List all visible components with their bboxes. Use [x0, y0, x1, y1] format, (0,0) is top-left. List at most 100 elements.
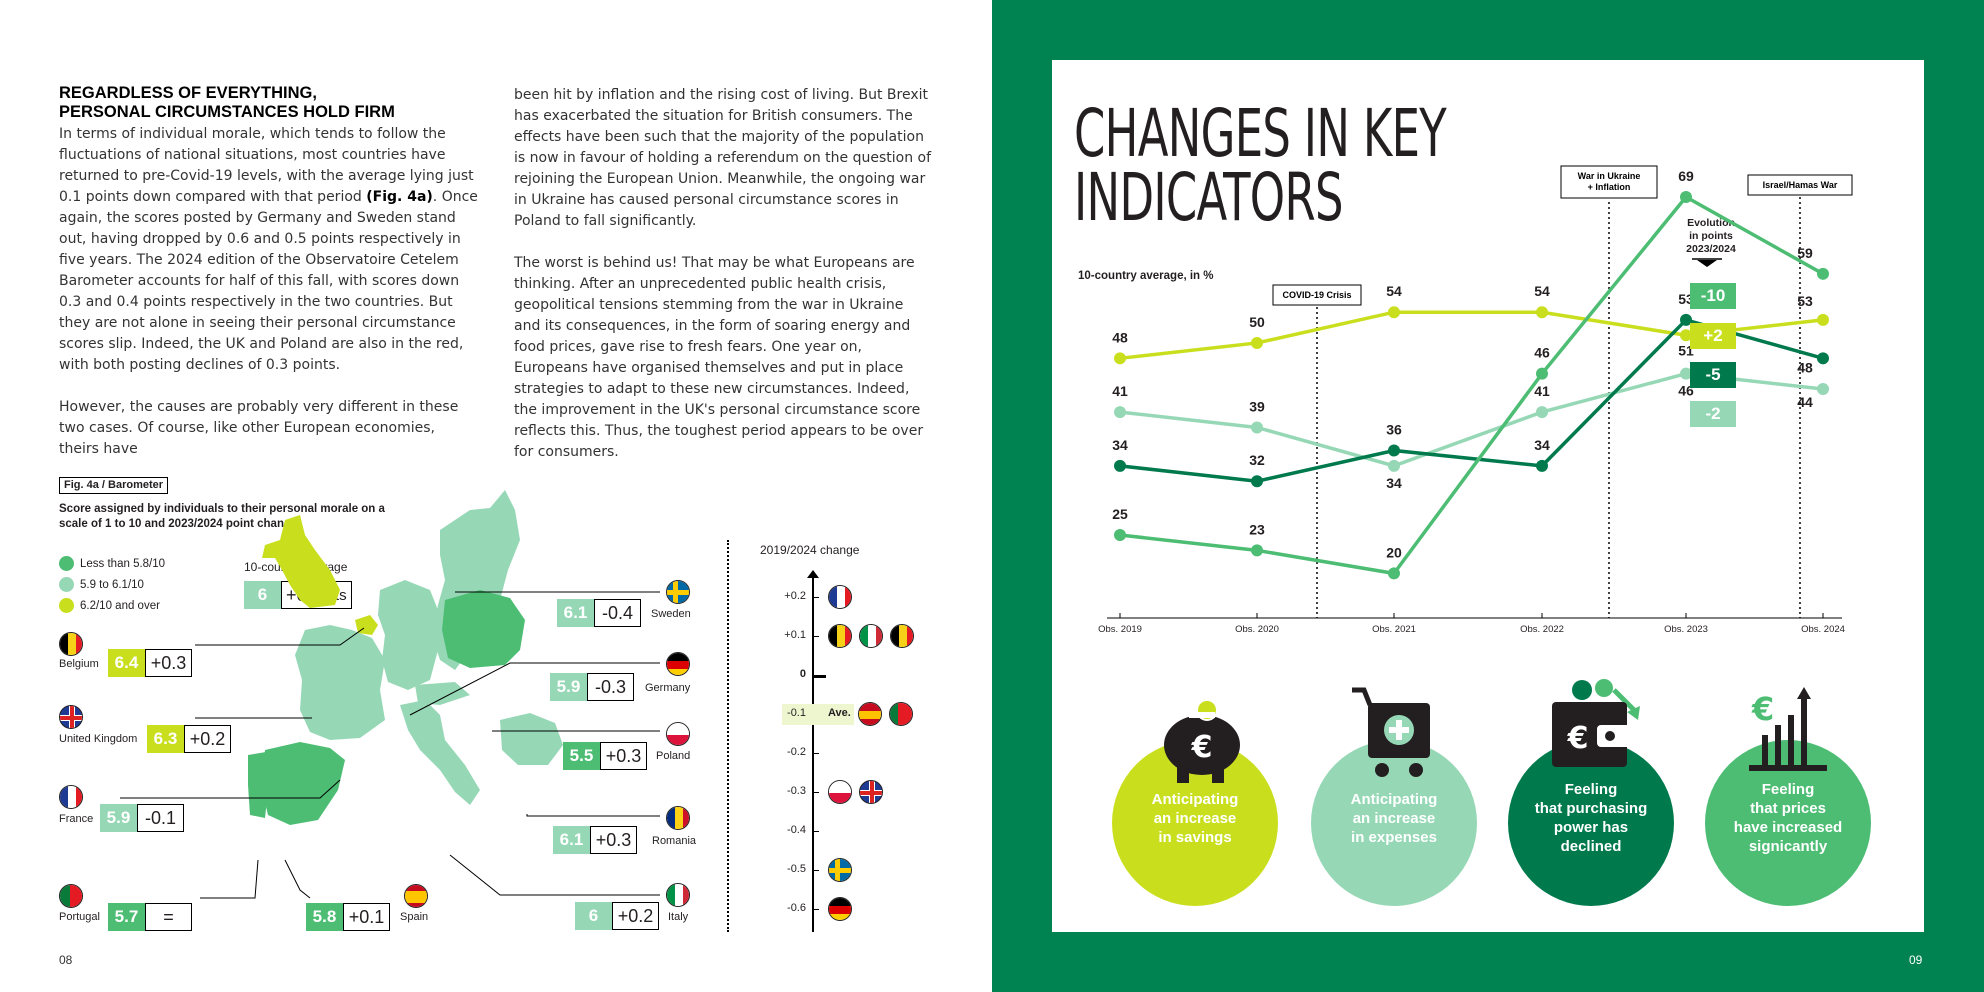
flag-be-icon: [828, 624, 852, 648]
data-label: 20: [1386, 544, 1402, 560]
flag-romania-icon: [666, 806, 690, 830]
label-poland: Poland: [656, 750, 691, 762]
paragraph-3: been hit by inflation and the rising cos…: [514, 87, 932, 229]
data-point: [1114, 406, 1126, 419]
data-point: [1817, 313, 1829, 326]
scale-tick: [812, 831, 819, 832]
flag-spain-icon: [404, 884, 428, 908]
data-label: 23: [1249, 521, 1265, 537]
data-point: [1680, 191, 1692, 203]
scale-average-marker: [782, 704, 854, 725]
scale-tick: [812, 753, 819, 754]
data-point: [1251, 336, 1263, 349]
leader-portugal: [200, 859, 259, 899]
score-spain-value: 5.8: [306, 903, 343, 931]
data-label: 34: [1112, 437, 1128, 453]
indicator-circle-line: have increased: [1733, 819, 1843, 836]
paragraph-2: However, the causes are probably very di…: [59, 399, 459, 457]
indicator-circle-line: Feeling: [1761, 781, 1815, 798]
flag-de-icon: [828, 897, 852, 921]
map-germany: [378, 580, 440, 690]
scale-tick-label: -0.1: [787, 707, 806, 719]
svg-text:€: €: [1567, 721, 1589, 756]
legend-high-label: 6.2/10 and over: [80, 599, 160, 612]
data-point: [1817, 267, 1829, 280]
flag-se-icon: [828, 858, 852, 882]
page-number-right: 09: [1909, 953, 1923, 967]
x-tick-label: Obs. 2022: [1520, 624, 1564, 635]
data-label: 69: [1678, 168, 1694, 184]
indicator-circle-line: declined: [1560, 838, 1622, 855]
data-point: [1114, 459, 1126, 472]
scale-tick: [812, 792, 819, 793]
indicator-circle-line: in expenses: [1351, 828, 1437, 846]
flag-es-icon: [858, 702, 882, 726]
scale-title: 2019/2024 change: [760, 543, 860, 557]
label-spain: Spain: [400, 911, 429, 923]
map-poland: [442, 590, 525, 668]
score-uk: 6.3 +0.2: [147, 725, 231, 753]
legend-mid: 5.9 to 6.1/10: [59, 577, 144, 592]
indicator-circle-line: Anticipating: [1151, 790, 1239, 808]
evolution-header: Evolution in points 2023/2024: [1672, 217, 1750, 256]
figure-tag: Fig. 4a / Barometer: [59, 477, 169, 494]
data-label: 46: [1534, 345, 1550, 361]
page-number-left: 08: [59, 953, 73, 967]
svg-text:€: €: [1751, 690, 1774, 728]
evolution-header-line-1: Evolution: [1687, 217, 1735, 229]
average-value: 6: [244, 581, 281, 609]
score-uk-change: +0.2: [184, 725, 231, 753]
data-label: 53: [1797, 293, 1813, 309]
score-poland-change: +0.3: [600, 742, 647, 770]
map-leader-lines: [120, 591, 660, 899]
indicator-circle-line: power has: [1553, 819, 1629, 836]
data-point: [1114, 352, 1126, 365]
indicator-circle-line: Anticipating: [1350, 790, 1438, 808]
data-label: 36: [1386, 422, 1402, 438]
page-title: CHANGES IN KEY INDICATORS: [1074, 95, 1496, 231]
score-poland-value: 5.5: [563, 742, 600, 770]
flag-portugal-icon: [59, 884, 83, 908]
score-portugal-value: 5.7: [108, 903, 145, 931]
label-romania: Romania: [652, 835, 697, 847]
event-label: War in Ukraine: [1578, 171, 1641, 181]
evolution-header-line-2: in points: [1689, 230, 1733, 242]
data-point: [1680, 367, 1692, 380]
chart-subtitle: 10-country average, in %: [1078, 270, 1214, 282]
data-point: [1536, 367, 1548, 380]
data-point: [1817, 352, 1829, 365]
x-tick-label: Obs. 2021: [1372, 624, 1416, 635]
right-page: CHANGES IN KEY INDICATORS 10-country ave…: [992, 0, 1984, 992]
score-spain-change: +0.1: [343, 903, 390, 931]
score-belgium: 6.4 +0.3: [108, 649, 192, 677]
flag-italy-icon: [666, 883, 690, 907]
label-france: France: [59, 813, 94, 825]
legend-mid-label: 5.9 to 6.1/10: [80, 578, 144, 591]
flag-france-icon: [59, 785, 83, 809]
data-point: [1680, 313, 1692, 326]
scale-tick-label: -0.2: [787, 746, 806, 758]
data-label: 41: [1534, 383, 1550, 399]
score-belgium-change: +0.3: [145, 649, 192, 677]
score-romania-change: +0.3: [590, 826, 637, 854]
indicator-circle-label: Anticipating an increase in savings: [1152, 790, 1239, 847]
data-point: [1817, 383, 1829, 396]
score-germany: 5.9 -0.3: [550, 673, 634, 701]
legend-high: 6.2/10 and over: [59, 598, 160, 613]
left-page: REGARDLESS OF EVERYTHING, PERSONAL CIRCU…: [59, 84, 932, 967]
label-uk: United Kingdom: [59, 733, 138, 745]
leader-france: [120, 779, 341, 799]
p1-text: In terms of individual morale, which ten…: [59, 126, 474, 205]
map-uk: [262, 515, 340, 608]
legend-dot-low: [59, 556, 74, 571]
data-point: [1388, 444, 1400, 457]
title-line-1: CHANGES IN KEY: [1074, 95, 1447, 172]
score-portugal: 5.7 =: [108, 903, 192, 931]
data-label: 48: [1797, 359, 1813, 375]
rising-prices-icon: €: [1749, 687, 1827, 771]
evolution-badge: -10: [1690, 283, 1736, 309]
score-italy-change: +0.2: [612, 902, 659, 930]
label-italy: Italy: [668, 911, 689, 923]
data-label: 41: [1112, 383, 1128, 399]
scale-tick: [812, 870, 819, 871]
